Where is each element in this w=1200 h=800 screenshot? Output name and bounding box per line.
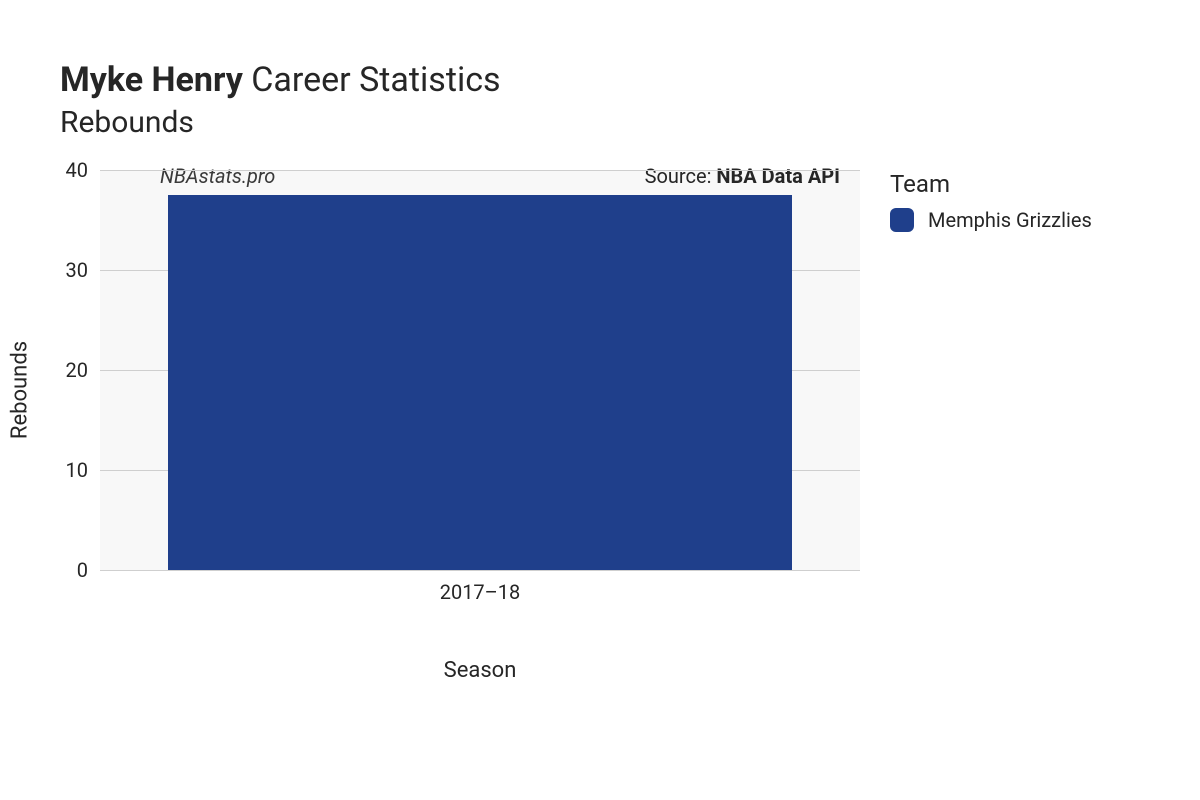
legend: Team Memphis Grizzlies	[890, 170, 1092, 232]
x-tick-label: 2017–18	[440, 580, 521, 604]
y-tick-label: 0	[77, 558, 88, 582]
watermark-text: NBAstats.pro	[160, 164, 275, 188]
chart-container: Myke Henry Career Statistics Rebounds Re…	[60, 60, 1140, 683]
legend-title: Team	[890, 170, 1092, 198]
gridline	[100, 170, 860, 171]
y-tick-label: 20	[66, 358, 88, 382]
chart-title: Myke Henry Career Statistics	[60, 60, 1140, 101]
title-suffix: Career Statistics	[251, 60, 500, 100]
legend-swatch	[890, 208, 914, 232]
source-name: NBA Data API	[716, 164, 840, 188]
y-tick-label: 40	[66, 158, 88, 182]
y-tick-label: 10	[66, 458, 88, 482]
x-axis-label: Season	[100, 658, 860, 683]
gridline	[100, 570, 860, 571]
source-attribution: Source: NBA Data API	[645, 164, 840, 188]
legend-item-label: Memphis Grizzlies	[928, 208, 1092, 232]
source-prefix: Source:	[645, 164, 717, 188]
y-axis-label: Rebounds	[8, 341, 33, 439]
plot-wrap: Rebounds NBAstats.pro Source: NBA Data A…	[60, 170, 1140, 610]
chart-subtitle: Rebounds	[60, 105, 1140, 140]
bar	[168, 195, 791, 570]
player-name: Myke Henry	[60, 60, 243, 100]
legend-item: Memphis Grizzlies	[890, 208, 1092, 232]
y-tick-label: 30	[66, 258, 88, 282]
plot-area: NBAstats.pro Source: NBA Data API 010203…	[100, 170, 860, 570]
